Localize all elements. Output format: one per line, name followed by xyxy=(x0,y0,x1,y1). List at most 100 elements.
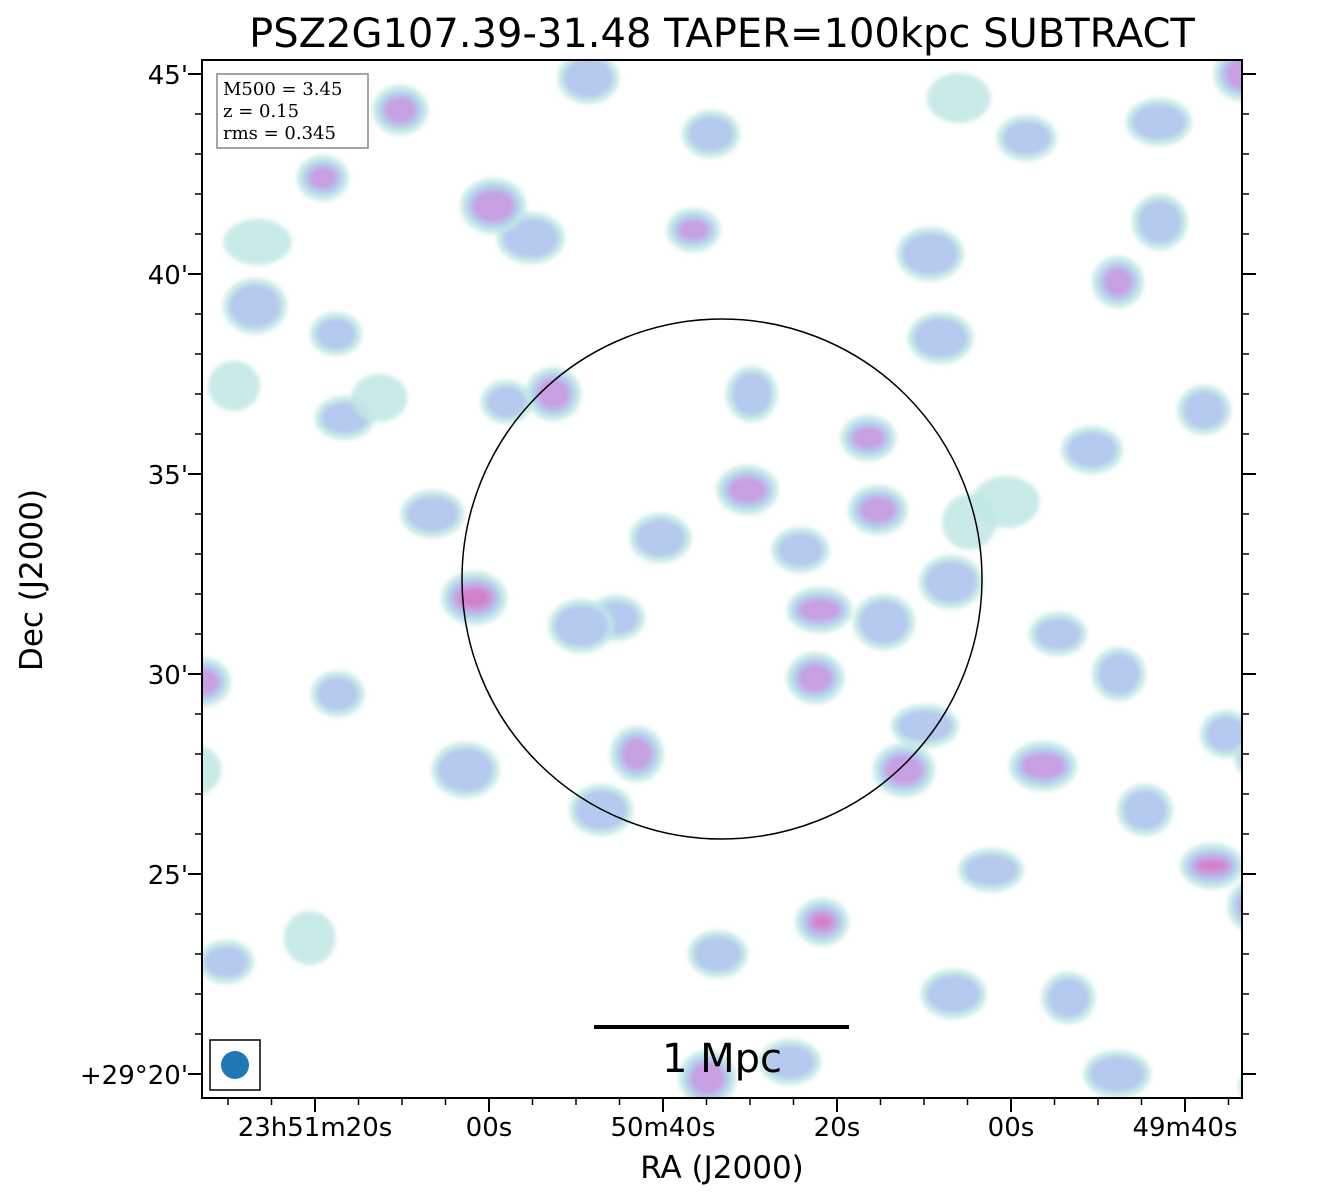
emission-blob xyxy=(902,233,959,275)
emission-blob xyxy=(1301,437,1321,487)
emission-blob xyxy=(693,936,742,972)
radio-emission-map xyxy=(202,60,1321,1098)
scale-bar-label: 1 Mpc xyxy=(662,1036,782,1082)
emission-blob xyxy=(1268,114,1318,146)
emission-blob xyxy=(798,599,841,621)
x-tick-label: 50m40s xyxy=(610,1113,715,1143)
emission-blob xyxy=(859,497,896,523)
emission-blob xyxy=(1225,60,1242,89)
emission-blob xyxy=(486,386,527,418)
emission-blob xyxy=(1238,1075,1242,1097)
y-tick-label: 35' xyxy=(148,461,188,491)
emission-blob xyxy=(924,561,977,603)
r500-circle xyxy=(461,318,983,840)
emission-blob xyxy=(459,589,490,607)
plot-title: PSZ2G107.39-31.48 TAPER=100kpc SUBTRACT xyxy=(249,11,1195,57)
info-box-frame xyxy=(216,73,369,149)
x-tick-labels: 23h51m20s 00s 50m40s 20s 00s 49m40s xyxy=(238,1113,1238,1143)
emission-blob xyxy=(1205,716,1242,752)
emission-blob xyxy=(204,946,249,978)
axis-ticks xyxy=(188,73,1256,1112)
emission-blob xyxy=(1137,200,1182,244)
emission-blob xyxy=(621,738,652,770)
emission-blob xyxy=(563,60,614,98)
emission-blob xyxy=(728,477,767,503)
emission-blob xyxy=(1277,247,1321,293)
y-tick-label: 45' xyxy=(148,61,188,91)
y-tick-label: 30' xyxy=(148,661,188,691)
y-tick-label: 40' xyxy=(148,261,188,291)
emission-blob xyxy=(1262,108,1321,152)
emission-blob xyxy=(913,318,968,358)
emission-blob xyxy=(384,97,417,123)
emission-blob xyxy=(1104,268,1133,296)
emission-blob xyxy=(1034,618,1081,650)
emission-blob xyxy=(731,372,772,416)
scale-bar: 1 Mpc xyxy=(594,1025,849,1082)
info-redshift: z = 0.15 xyxy=(223,101,299,122)
emission-blob xyxy=(437,748,494,792)
y-tick-label: 25' xyxy=(148,861,188,891)
emission-blob xyxy=(316,677,359,711)
emission-blob xyxy=(228,284,281,328)
emission-blob xyxy=(765,1045,816,1079)
emission-blob xyxy=(1239,750,1242,766)
emission-blob xyxy=(926,975,981,1013)
emission-blob xyxy=(554,605,609,647)
beam-indicator xyxy=(209,1039,261,1091)
emission-blob xyxy=(858,600,909,644)
emission-blob xyxy=(202,669,219,695)
emission-blob xyxy=(1097,653,1140,695)
x-tick-label: 23h51m20s xyxy=(238,1113,393,1143)
emission-blob xyxy=(1021,753,1066,779)
x-tick-label: 00s xyxy=(466,1113,513,1143)
info-box: M500 = 3.45 z = 0.15 rms = 0.345 xyxy=(216,73,369,149)
emission-blob xyxy=(308,167,337,189)
emission-blob xyxy=(202,745,222,795)
emission-blob xyxy=(1276,724,1321,768)
emission-blob xyxy=(884,755,923,785)
emission-blob xyxy=(971,476,1040,528)
emission-blob xyxy=(537,379,570,409)
emission-blob xyxy=(852,427,885,449)
emission-blob xyxy=(813,916,832,928)
emission-blob xyxy=(777,533,824,567)
emission-blob xyxy=(896,710,953,742)
plot-frame xyxy=(201,59,1243,1099)
emission-blob xyxy=(502,218,559,258)
x-tick-label: 20s xyxy=(814,1113,861,1143)
info-rms: rms = 0.345 xyxy=(223,123,336,144)
emission-blob xyxy=(1197,861,1226,871)
emission-blob xyxy=(351,374,408,422)
emission-blob xyxy=(798,664,833,692)
emission-blob xyxy=(283,911,336,965)
emission-blob xyxy=(208,361,261,411)
emission-blob xyxy=(1089,1056,1146,1092)
emission-blob xyxy=(963,854,1018,886)
emission-blob xyxy=(678,220,709,240)
emission-blob xyxy=(1183,391,1226,429)
plot-background xyxy=(202,60,1242,1098)
emission-blob xyxy=(1233,742,1242,774)
y-axis-label: Dec (J2000) xyxy=(14,489,50,671)
emission-blob xyxy=(1233,888,1242,924)
emission-blob xyxy=(315,318,356,350)
x-tick-label: 49m40s xyxy=(1132,1113,1237,1143)
emission-blob xyxy=(1066,432,1117,468)
y-tick-labels: 45' 40' 35' 30' 25' +29°20' xyxy=(80,61,188,1091)
emission-blob xyxy=(472,190,515,222)
emission-blob xyxy=(406,496,459,532)
info-m500: M500 = 3.45 xyxy=(223,79,342,100)
emission-blob xyxy=(1131,104,1186,140)
emission-blob xyxy=(1002,121,1051,155)
emission-blob xyxy=(690,1062,725,1094)
emission-blob xyxy=(1239,897,1242,915)
beam-ellipse xyxy=(221,1051,249,1079)
y-tick-label: +29°20' xyxy=(80,1061,188,1091)
emission-blob xyxy=(635,519,686,557)
x-axis-label: RA (J2000) xyxy=(640,1150,804,1186)
emission-blob xyxy=(687,116,734,152)
emission-blob xyxy=(926,73,991,123)
emission-blob xyxy=(1122,790,1167,830)
